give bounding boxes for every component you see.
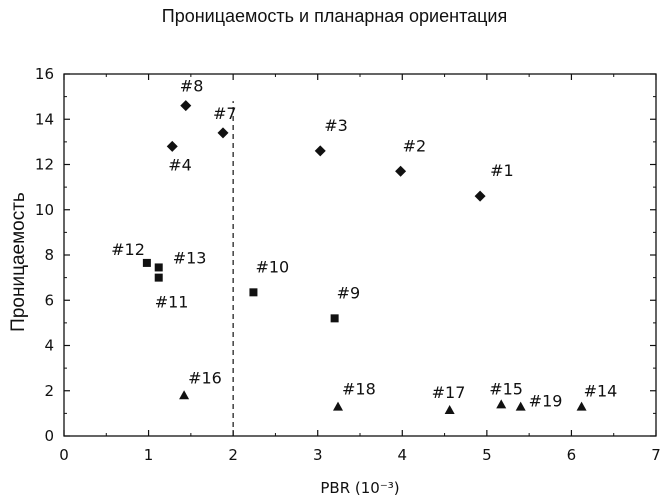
square-point-12 bbox=[143, 259, 151, 267]
point-label-7: #7 bbox=[213, 104, 237, 123]
y-tick-label: 12 bbox=[35, 156, 54, 174]
x-axis-title: PBR (10⁻³) bbox=[320, 479, 399, 497]
y-tick-label: 16 bbox=[35, 65, 54, 83]
point-label-18: #18 bbox=[342, 380, 376, 399]
point-label-13: #13 bbox=[173, 248, 207, 267]
square-point-13 bbox=[155, 263, 163, 271]
diamond-point-3 bbox=[315, 145, 326, 156]
x-tick-label: 3 bbox=[313, 446, 323, 464]
point-label-19: #19 bbox=[529, 392, 563, 411]
square-point-9 bbox=[331, 314, 339, 322]
x-tick-label: 7 bbox=[651, 446, 661, 464]
triangle-point-15 bbox=[496, 399, 506, 408]
point-label-3: #3 bbox=[324, 116, 348, 135]
point-label-4: #4 bbox=[168, 155, 192, 174]
triangle-point-14 bbox=[577, 402, 587, 411]
y-tick-label: 14 bbox=[35, 110, 54, 128]
y-tick-label: 8 bbox=[44, 246, 54, 264]
y-tick-label: 4 bbox=[44, 337, 54, 355]
point-label-15: #15 bbox=[489, 379, 523, 398]
diamond-point-8 bbox=[180, 100, 191, 111]
diamond-point-7 bbox=[217, 127, 228, 138]
triangle-point-19 bbox=[516, 402, 526, 411]
point-label-17: #17 bbox=[432, 383, 466, 402]
diamond-point-1 bbox=[475, 191, 486, 202]
point-label-2: #2 bbox=[403, 136, 427, 155]
x-tick-label: 2 bbox=[228, 446, 238, 464]
diamond-point-2 bbox=[395, 166, 406, 177]
x-tick-label: 5 bbox=[482, 446, 492, 464]
y-tick-label: 10 bbox=[35, 201, 54, 219]
x-tick-label: 1 bbox=[144, 446, 154, 464]
point-label-1: #1 bbox=[490, 161, 514, 180]
x-tick-label: 0 bbox=[59, 446, 69, 464]
marks-group: #1 #2 #3 #4 #7 #8 #9 #10 #11 #12 #13 #14 #15 #16 #17 #1… bbox=[111, 77, 617, 414]
point-label-14: #14 bbox=[584, 382, 618, 401]
square-point-10 bbox=[249, 288, 257, 296]
square-point-11 bbox=[155, 274, 163, 282]
point-label-8: #8 bbox=[180, 77, 204, 96]
y-axis-title: Проницаемость bbox=[8, 192, 29, 332]
x-tick-label: 4 bbox=[398, 446, 408, 464]
x-tick-label: 6 bbox=[567, 446, 577, 464]
y-tick-label: 0 bbox=[44, 427, 54, 445]
triangle-point-16 bbox=[179, 390, 189, 399]
y-tick-label: 6 bbox=[44, 291, 54, 309]
point-label-9: #9 bbox=[337, 283, 361, 302]
point-label-12: #12 bbox=[111, 240, 145, 259]
triangle-point-17 bbox=[445, 405, 455, 414]
point-label-10: #10 bbox=[255, 257, 289, 276]
point-label-11: #11 bbox=[155, 293, 189, 312]
y-tick-label: 2 bbox=[44, 382, 54, 400]
triangle-point-18 bbox=[333, 402, 343, 411]
point-label-16: #16 bbox=[188, 368, 222, 387]
diamond-point-4 bbox=[167, 141, 178, 152]
